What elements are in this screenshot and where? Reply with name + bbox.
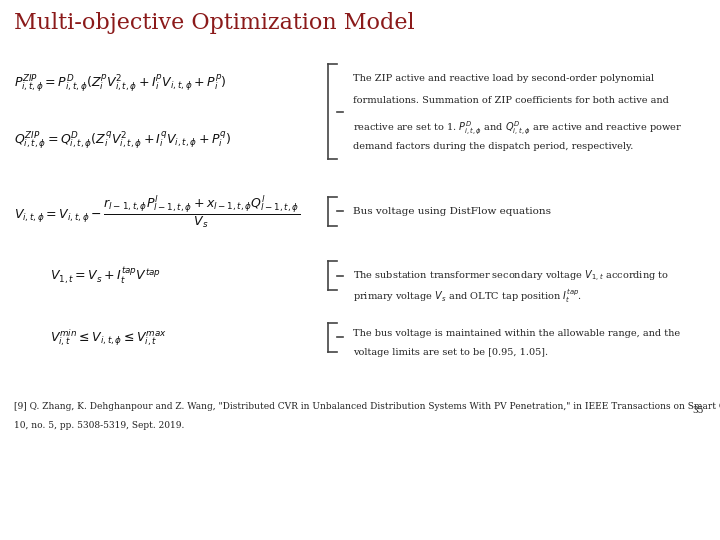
Text: [9] Q. Zhang, K. Dehghanpour and Z. Wang, "Distributed CVR in Unbalanced Distrib: [9] Q. Zhang, K. Dehghanpour and Z. Wang… — [14, 402, 720, 410]
Text: $Q^{ZIP}_{i,t,\phi} = Q^{D}_{i,t,\phi}(Z^q_i V^2_{i,t,\phi} + I^q_i V_{i,t,\phi}: $Q^{ZIP}_{i,t,\phi} = Q^{D}_{i,t,\phi}(Z… — [14, 130, 232, 151]
Text: The substation transformer secondary voltage $V_{1,t}$ according to: The substation transformer secondary vol… — [353, 268, 669, 284]
Text: demand factors during the dispatch period, respectively.: demand factors during the dispatch perio… — [353, 142, 633, 151]
Text: The ZIP active and reactive load by second-order polynomial: The ZIP active and reactive load by seco… — [353, 73, 654, 83]
Text: reactive are set to 1. $P^D_{i,t,\phi}$ and $Q^D_{i,t,\phi}$ are active and reac: reactive are set to 1. $P^D_{i,t,\phi}$ … — [353, 119, 682, 137]
Text: 10, no. 5, pp. 5308-5319, Sept. 2019.: 10, no. 5, pp. 5308-5319, Sept. 2019. — [14, 421, 185, 429]
Text: IOWA STATE UNIVERSITY: IOWA STATE UNIVERSITY — [36, 498, 302, 517]
Text: $V_{i,t,\phi} = V_{i,t,\phi} - \dfrac{r_{l-1,t,\phi}P^l_{l-1,t,\phi} + x_{l-1,t,: $V_{i,t,\phi} = V_{i,t,\phi} - \dfrac{r_… — [14, 193, 300, 230]
Text: Multi-objective Optimization Model: Multi-objective Optimization Model — [14, 12, 415, 34]
Text: formulations. Summation of ZIP coefficients for both active and: formulations. Summation of ZIP coefficie… — [353, 97, 669, 105]
Text: $V^{min}_{i,t} \leq V_{i,t,\phi} \leq V^{max}_{i,t}$: $V^{min}_{i,t} \leq V_{i,t,\phi} \leq V^… — [50, 327, 167, 348]
Text: 35: 35 — [693, 406, 704, 415]
Text: primary voltage $V_s$ and OLTC tap position $I^{tap}_t$.: primary voltage $V_s$ and OLTC tap posit… — [353, 287, 582, 305]
Text: $P^{ZIP}_{i,t,\phi} = P^{D}_{i,t,\phi}(Z^p_i V^2_{i,t,\phi} + I^p_i V_{i,t,\phi}: $P^{ZIP}_{i,t,\phi} = P^{D}_{i,t,\phi}(Z… — [14, 72, 228, 94]
Text: voltage limits are set to be [0.95, 1.05].: voltage limits are set to be [0.95, 1.05… — [353, 348, 548, 357]
Text: $V_{1,t} = V_s + I^{tap}_t V^{tap}$: $V_{1,t} = V_s + I^{tap}_t V^{tap}$ — [50, 265, 161, 286]
Text: The bus voltage is maintained within the allowable range, and the: The bus voltage is maintained within the… — [353, 329, 680, 338]
Text: Bus voltage using DistFlow equations: Bus voltage using DistFlow equations — [353, 207, 551, 216]
